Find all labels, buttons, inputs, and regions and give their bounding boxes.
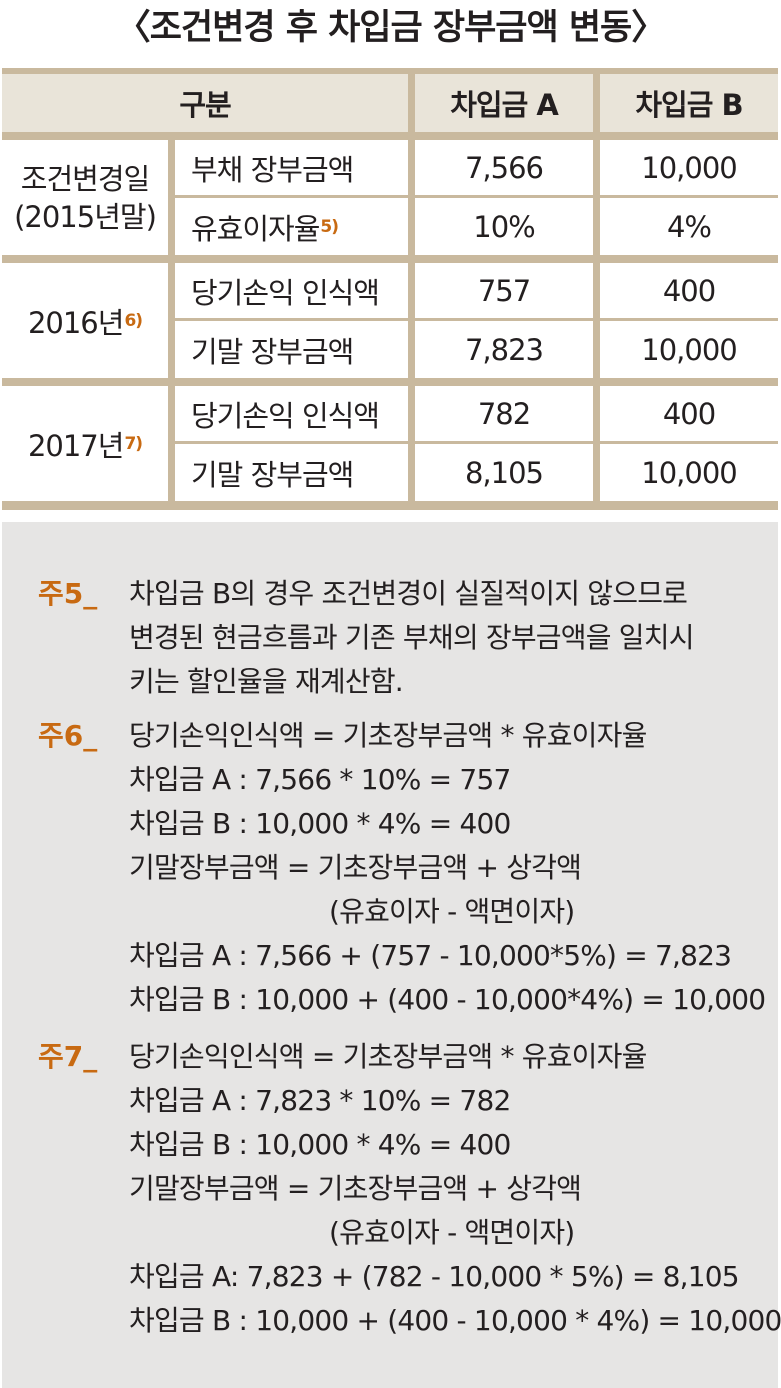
row-item-label: 기말 장부금액	[191, 457, 354, 492]
cell-loan-a: 10%	[415, 198, 593, 255]
footnote-line: 차입금 A: 7,823 + (782 - 10,000 * 5%) = 8,1…	[129, 1260, 740, 1293]
cell-loan-a: 7,823	[415, 321, 593, 378]
row-item: 당기손익 인식액	[175, 386, 408, 441]
group-label-line: (2015년말)	[14, 199, 157, 234]
footnote-label: 주6_	[38, 719, 98, 752]
cell-loan-a: 757	[415, 263, 593, 318]
footnote-line: 기말장부금액 = 기초장부금액 + 상각액	[129, 851, 582, 884]
cell-loan-a: 8,105	[415, 444, 593, 501]
footnote-ref: 7)	[124, 433, 143, 454]
group-label: 조건변경일 (2015년말)	[2, 140, 168, 255]
footnote-line: 차입금 B : 10,000 + (400 - 10,000*4%) = 10,…	[129, 983, 766, 1016]
header-category: 구분	[2, 74, 408, 132]
footnote-label: 주5_	[38, 577, 98, 610]
balance-table: 구분 차입금 A 차입금 B 조건변경일 (2015년말) 부채 장부금액 7,…	[2, 68, 778, 510]
row-item: 유효이자율 5)	[175, 198, 408, 255]
footnote-line: 기말장부금액 = 기초장부금액 + 상각액	[129, 1172, 582, 1205]
footnote-line: (유효이자 - 액면이자)	[329, 895, 575, 928]
footnote-ref: 6)	[124, 310, 143, 331]
row-item-label: 당기손익 인식액	[191, 398, 380, 433]
footnote-line: 변경된 현금흐름과 기존 부채의 장부금액을 일치시	[129, 621, 694, 654]
footnote-line: 차입금 B : 10,000 + (400 - 10,000 * 4%) = 1…	[129, 1304, 781, 1337]
group-label-line: 조건변경일	[20, 161, 150, 196]
cell-loan-b: 400	[600, 263, 778, 318]
footnote-line: 차입금 B의 경우 조건변경이 실질적이지 않으므로	[129, 577, 688, 610]
group-label-line: 2017년	[27, 428, 124, 463]
cell-loan-a: 7,566	[415, 140, 593, 195]
cell-loan-b: 10,000	[600, 140, 778, 195]
footnote-line: 차입금 A : 7,566 * 10% = 757	[129, 763, 511, 796]
row-item: 기말 장부금액	[175, 321, 408, 378]
footnote-line: 당기손익인식액 = 기초장부금액 * 유효이자율	[129, 1040, 647, 1073]
footnote-line: 차입금 A : 7,823 * 10% = 782	[129, 1084, 511, 1117]
row-item: 당기손익 인식액	[175, 263, 408, 318]
row-item-label: 부채 장부금액	[191, 152, 354, 187]
group-label-line: 2016년	[27, 305, 124, 340]
footnote-line: 차입금 B : 10,000 * 4% = 400	[129, 807, 511, 840]
row-item: 부채 장부금액	[175, 140, 408, 195]
footnote-line: 차입금 B : 10,000 * 4% = 400	[129, 1128, 511, 1161]
footnote-line: 당기손익인식액 = 기초장부금액 * 유효이자율	[129, 719, 647, 752]
header-loan-b: 차입금 B	[600, 74, 778, 132]
row-item-label: 당기손익 인식액	[191, 275, 380, 310]
footnote-line: (유효이자 - 액면이자)	[329, 1216, 575, 1249]
cell-loan-a: 782	[415, 386, 593, 441]
footnotes-box: 주5_ 차입금 B의 경우 조건변경이 실질적이지 않으므로 변경된 현금흐름과…	[2, 522, 781, 1388]
row-item-label: 기말 장부금액	[191, 334, 354, 369]
header-loan-a: 차입금 A	[415, 74, 593, 132]
row-item-label: 유효이자율	[191, 211, 320, 246]
row-item: 기말 장부금액	[175, 444, 408, 501]
footnote-ref: 5)	[320, 216, 339, 237]
cell-loan-b: 400	[600, 386, 778, 441]
group-label: 2016년 6)	[2, 263, 168, 378]
cell-loan-b: 4%	[600, 198, 778, 255]
group-label: 2017년 7)	[2, 386, 168, 501]
footnote-line: 차입금 A : 7,566 + (757 - 10,000*5%) = 7,82…	[129, 939, 732, 972]
cell-loan-b: 10,000	[600, 444, 778, 501]
page-title: 〈조건변경 후 차입금 장부금액 변동〉	[115, 8, 667, 48]
cell-loan-b: 10,000	[600, 321, 778, 378]
footnote-line: 키는 할인율을 재계산함.	[129, 665, 404, 698]
footnote-label: 주7_	[38, 1040, 98, 1073]
